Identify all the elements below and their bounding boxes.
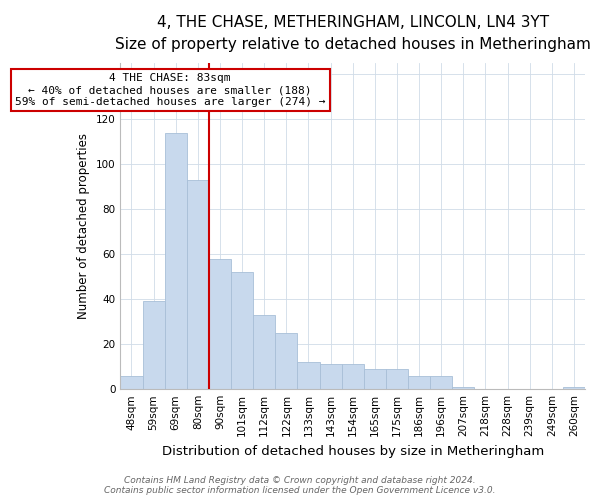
Bar: [253, 315, 275, 389]
Bar: [298, 362, 320, 389]
Bar: [452, 387, 475, 389]
Bar: [121, 376, 143, 389]
X-axis label: Distribution of detached houses by size in Metheringham: Distribution of detached houses by size …: [161, 444, 544, 458]
Bar: [341, 364, 364, 389]
Bar: [364, 369, 386, 389]
Bar: [430, 376, 452, 389]
Bar: [275, 333, 298, 389]
Bar: [408, 376, 430, 389]
Bar: [187, 180, 209, 389]
Text: 4 THE CHASE: 83sqm
← 40% of detached houses are smaller (188)
59% of semi-detach: 4 THE CHASE: 83sqm ← 40% of detached hou…: [15, 74, 325, 106]
Bar: [164, 133, 187, 389]
Bar: [563, 387, 585, 389]
Text: Contains HM Land Registry data © Crown copyright and database right 2024.
Contai: Contains HM Land Registry data © Crown c…: [104, 476, 496, 495]
Bar: [320, 364, 341, 389]
Bar: [386, 369, 408, 389]
Title: 4, THE CHASE, METHERINGHAM, LINCOLN, LN4 3YT
Size of property relative to detach: 4, THE CHASE, METHERINGHAM, LINCOLN, LN4…: [115, 15, 590, 52]
Y-axis label: Number of detached properties: Number of detached properties: [77, 133, 90, 319]
Bar: [231, 272, 253, 389]
Bar: [143, 302, 164, 389]
Bar: [209, 258, 231, 389]
